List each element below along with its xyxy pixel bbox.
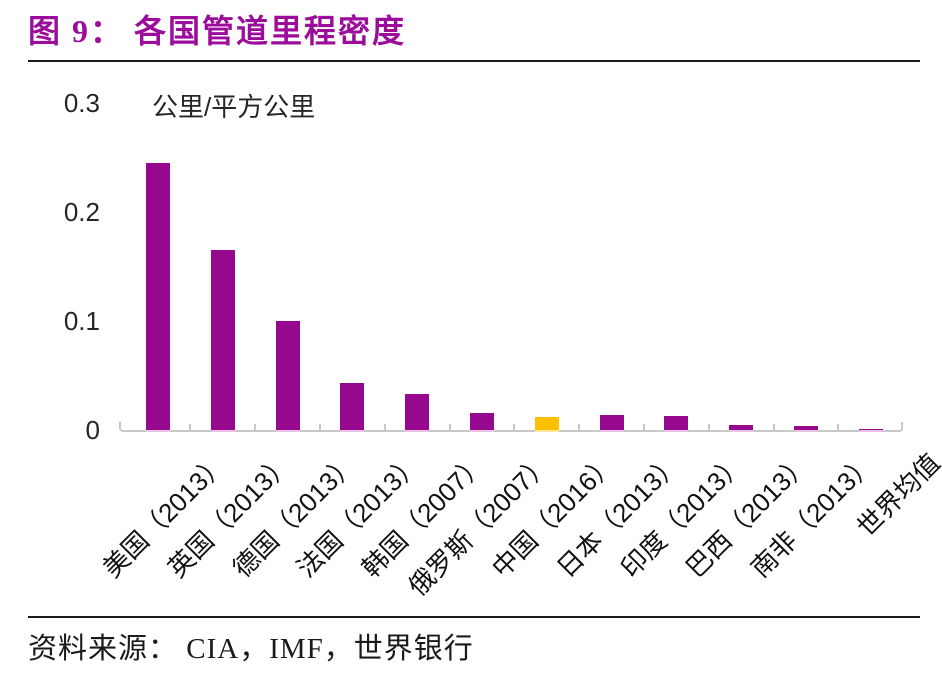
title-divider-line xyxy=(28,60,920,62)
bar xyxy=(145,163,170,432)
bar xyxy=(729,425,754,432)
x-axis-tick xyxy=(448,424,451,430)
x-axis-tick xyxy=(254,424,257,430)
bar xyxy=(858,429,883,432)
x-axis-tick xyxy=(837,424,840,430)
bar xyxy=(793,426,818,432)
x-axis-tick xyxy=(383,424,386,430)
x-axis-tick xyxy=(513,424,516,430)
bar xyxy=(534,417,559,432)
x-axis-tick xyxy=(707,424,710,430)
figure-title: 图 9： 各国管道里程密度 xyxy=(28,13,407,49)
y-axis-tick-label: 0.2 xyxy=(63,197,100,227)
bar xyxy=(599,415,624,432)
x-axis-tick xyxy=(642,424,645,430)
x-axis-tick xyxy=(578,424,581,430)
x-axis-tick xyxy=(772,424,775,430)
y-axis-tick-label: 0 xyxy=(85,415,100,445)
footer-divider-line xyxy=(28,616,920,618)
x-axis-tick xyxy=(189,424,192,430)
x-axis-line xyxy=(119,422,903,432)
bar xyxy=(469,413,494,432)
bar xyxy=(210,250,235,432)
y-axis-unit-label: 公里/平方公里 xyxy=(152,92,316,122)
y-axis-tick-label: 0.3 xyxy=(63,88,100,118)
source-note: 资料来源： CIA，IMF，世界银行 xyxy=(28,633,474,665)
y-axis-tick-label: 0.1 xyxy=(63,306,100,336)
bar xyxy=(340,383,365,432)
bar xyxy=(664,416,689,432)
bar xyxy=(405,394,430,432)
x-axis-tick xyxy=(318,424,321,430)
bar xyxy=(275,321,300,432)
